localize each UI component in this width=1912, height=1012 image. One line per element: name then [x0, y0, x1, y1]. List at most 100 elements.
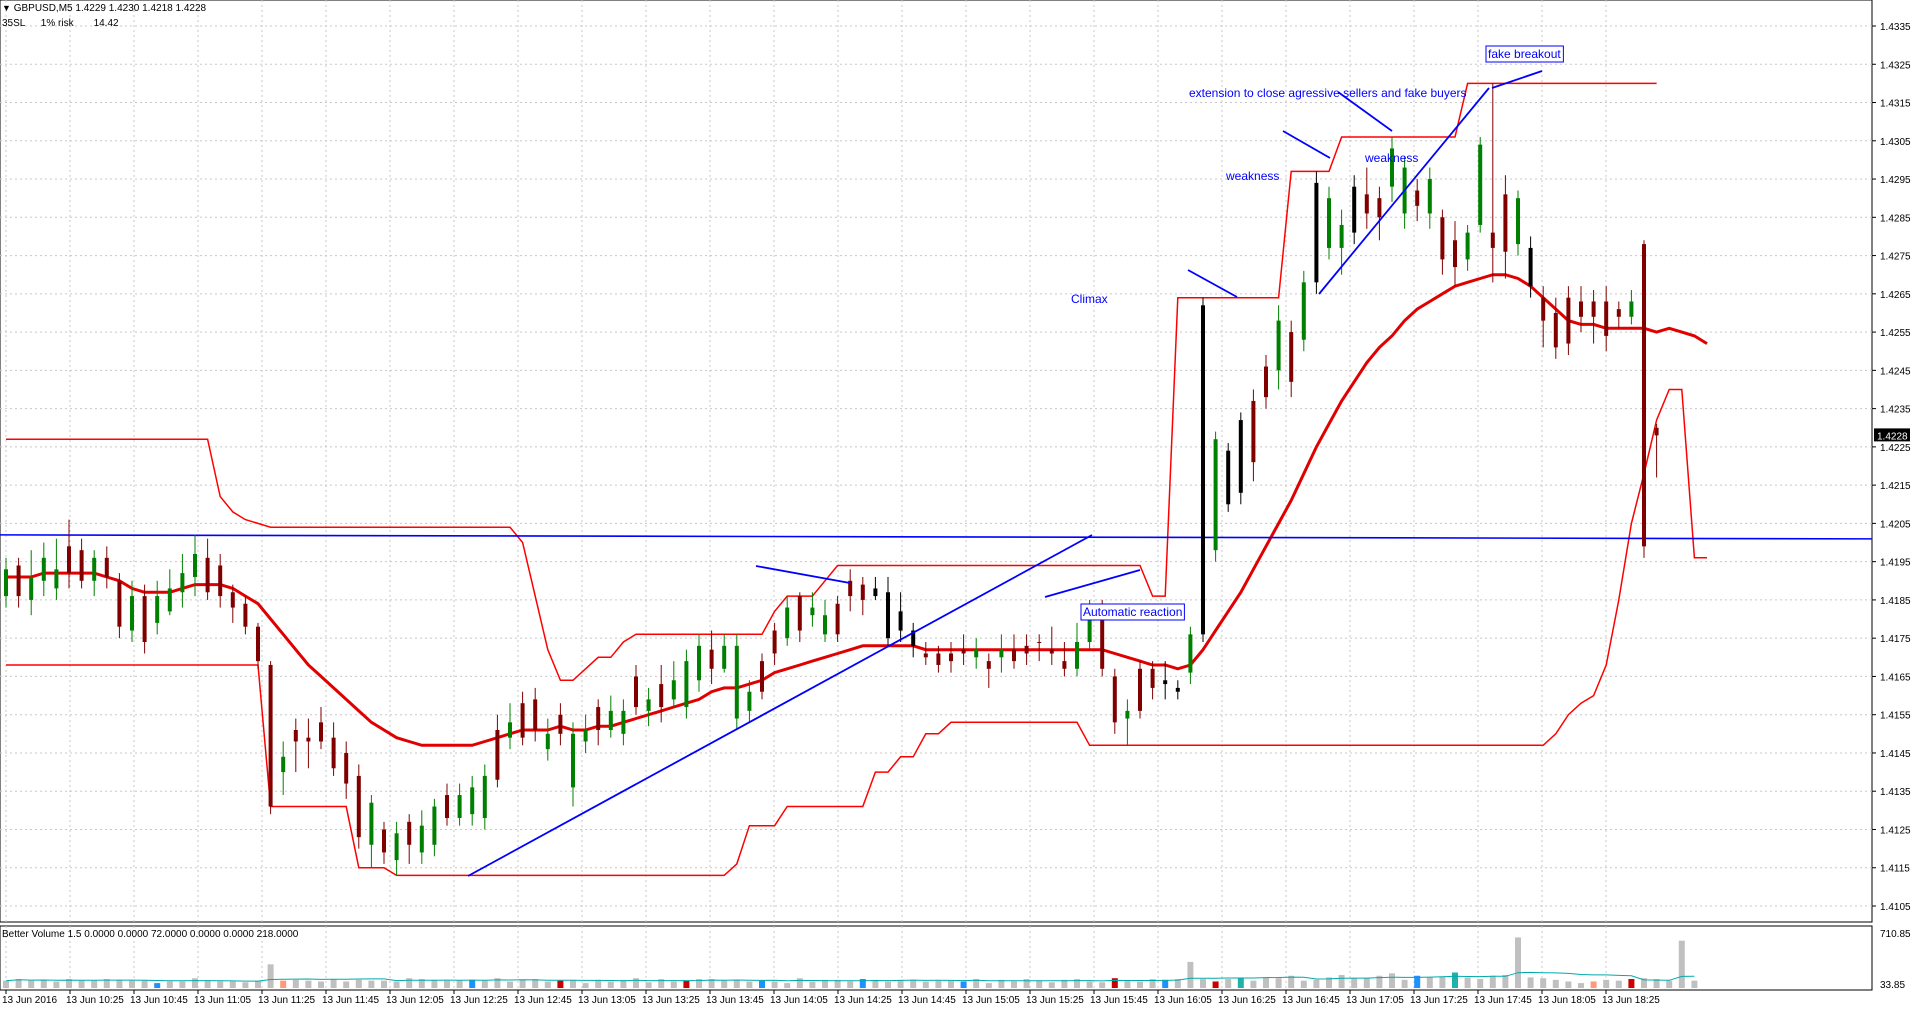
time-axis[interactable]: 13 Jun 2016 13 Jun 10:25 13 Jun 10:45 13 Ju… — [2, 990, 1660, 1006]
price-tick-label: 1.4185 — [1880, 596, 1911, 607]
volume-bar — [141, 980, 148, 988]
volume-bar — [1565, 981, 1572, 988]
volume-bar — [154, 983, 161, 988]
candle-body — [1327, 198, 1331, 248]
volume-bar — [204, 980, 211, 988]
price-tick-label: 1.4145 — [1880, 749, 1911, 760]
weakness-label[interactable]: weakness — [1225, 169, 1279, 183]
trendline-drawings[interactable] — [467, 70, 1543, 877]
volume-bar — [1174, 979, 1181, 988]
candle-body — [1238, 420, 1243, 493]
trendline[interactable] — [1491, 70, 1543, 89]
automatic-reaction-label[interactable]: Automatic reaction — [1083, 605, 1182, 619]
extension-label[interactable]: extension to close agressive sellers and… — [1189, 86, 1466, 100]
volume-bar — [242, 982, 249, 988]
candle-body — [218, 565, 223, 597]
candle-body — [949, 653, 953, 662]
candle-body — [230, 592, 235, 608]
volume-bar — [1074, 979, 1080, 988]
candle-body — [634, 676, 638, 708]
candle-body — [445, 795, 449, 818]
candle-body — [1087, 619, 1092, 642]
candle-body — [873, 588, 878, 597]
candle-body — [1654, 427, 1659, 436]
candle-body — [1062, 661, 1067, 669]
candle-body — [621, 710, 626, 734]
candle-body — [1301, 282, 1306, 340]
volume-bar — [544, 981, 551, 988]
candle-body — [1112, 676, 1117, 723]
current-price-label: 1.4228 — [1877, 431, 1908, 442]
volume-bar — [280, 980, 287, 988]
volume-bar — [570, 979, 576, 988]
candle-body — [1616, 309, 1621, 317]
volume-bar — [318, 981, 324, 988]
candle-body — [407, 821, 412, 845]
candle-body — [331, 737, 336, 769]
volume-bar — [292, 979, 299, 988]
candle-body — [608, 710, 613, 730]
candle-body — [659, 684, 664, 708]
volume-bar — [1061, 979, 1068, 988]
volume-bar — [393, 981, 400, 988]
volume-bar — [519, 979, 526, 988]
trendline[interactable] — [467, 534, 1093, 877]
climax-label[interactable]: Climax — [1071, 292, 1108, 306]
candle-body — [772, 630, 777, 654]
candle-body — [898, 611, 903, 631]
text-annotations[interactable]: Climax weakness weakness extension to close… — [1071, 45, 1564, 621]
candle-body — [734, 645, 739, 719]
candle-body — [394, 833, 399, 861]
trendline[interactable] — [755, 565, 851, 584]
volume-bar — [1326, 977, 1332, 988]
candle-body — [268, 664, 273, 807]
candle-body — [419, 825, 424, 853]
trendline[interactable] — [1282, 130, 1331, 159]
time-tick-label: 13 Jun 17:25 — [1410, 995, 1468, 1006]
time-tick-label: 13 Jun 10:25 — [66, 995, 124, 1006]
candle-body — [1075, 642, 1079, 669]
candle-body — [167, 588, 172, 612]
time-tick-label: 13 Jun 16:25 — [1218, 995, 1276, 1006]
candle-body — [41, 557, 46, 581]
weakness-label-2[interactable]: weakness — [1364, 151, 1418, 165]
candle-body — [382, 829, 386, 853]
candle-body — [835, 603, 840, 635]
volume-bar — [922, 981, 929, 988]
candle-body — [457, 795, 462, 818]
candle-body — [558, 714, 563, 734]
volume-bar — [847, 981, 854, 988]
volume-bar — [1313, 979, 1320, 988]
fake-breakout-label[interactable]: fake breakout — [1488, 47, 1561, 61]
trendline[interactable] — [1337, 91, 1393, 132]
time-tick-label: 13 Jun 16:45 — [1282, 995, 1340, 1006]
volume-bar — [620, 979, 627, 988]
support-resistance-line[interactable] — [0, 534, 1873, 540]
candle-body — [1566, 297, 1571, 344]
trendline[interactable] — [1187, 269, 1238, 298]
candle-body — [1175, 687, 1180, 692]
candle-body — [54, 569, 59, 589]
price-tick-label: 1.4205 — [1880, 519, 1911, 530]
time-tick-label: 13 Jun 15:05 — [962, 995, 1020, 1006]
volume-bar — [1678, 940, 1685, 988]
price-tick-label: 1.4315 — [1880, 99, 1911, 110]
trendline[interactable] — [1318, 87, 1490, 295]
candle-body — [1553, 312, 1558, 348]
volume-bar — [582, 983, 589, 988]
volume-bar — [456, 980, 463, 988]
price-tick-label: 1.4285 — [1880, 213, 1911, 224]
volume-bar — [771, 981, 778, 988]
upper-channel-line — [6, 82, 1657, 682]
volume-bar — [746, 981, 753, 988]
dropdown-triangle-icon[interactable]: ▼ — [2, 3, 11, 13]
price-tick-label: 1.4325 — [1880, 60, 1911, 71]
candle-body — [1364, 194, 1369, 214]
candle-body — [1629, 301, 1634, 317]
price-axis[interactable]: 1.4335 1.4325 1.4315 1.4305 1.4295 1.4285 1.42… — [1872, 22, 1911, 991]
trendline[interactable] — [1044, 569, 1141, 598]
volume-bar — [633, 978, 639, 988]
time-tick-label: 13 Jun 11:25 — [258, 995, 316, 1006]
